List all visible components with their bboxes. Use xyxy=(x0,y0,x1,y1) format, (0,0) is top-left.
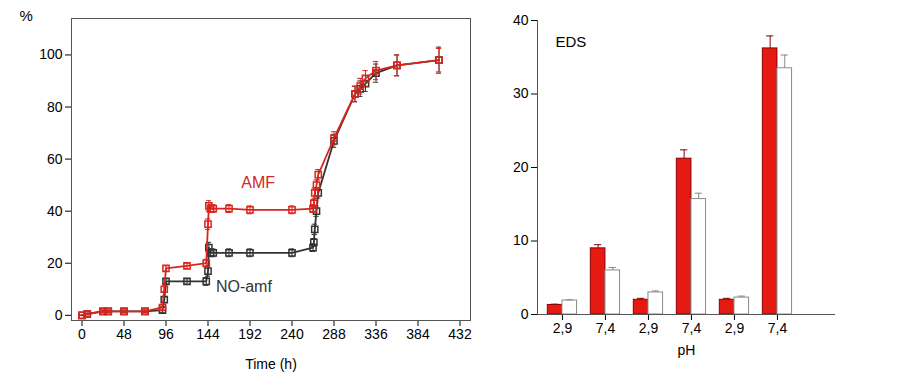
svg-text:96: 96 xyxy=(158,326,174,342)
svg-text:336: 336 xyxy=(364,326,388,342)
svg-text:EDS: EDS xyxy=(556,33,587,50)
svg-text:60: 60 xyxy=(47,151,63,167)
svg-text:2,9: 2,9 xyxy=(725,320,745,336)
svg-text:80: 80 xyxy=(47,98,63,114)
svg-text:288: 288 xyxy=(322,326,346,342)
svg-text:40: 40 xyxy=(47,203,63,219)
svg-text:AMF: AMF xyxy=(241,174,275,191)
svg-text:48: 48 xyxy=(116,326,132,342)
svg-text:240: 240 xyxy=(280,326,304,342)
svg-text:0: 0 xyxy=(521,306,529,322)
svg-text:7,4: 7,4 xyxy=(768,320,788,336)
svg-text:pH: pH xyxy=(678,342,696,358)
svg-text:%: % xyxy=(20,7,33,24)
svg-text:0: 0 xyxy=(78,326,86,342)
svg-text:20: 20 xyxy=(47,255,63,271)
svg-text:10: 10 xyxy=(513,232,529,248)
svg-text:192: 192 xyxy=(238,326,262,342)
svg-text:384: 384 xyxy=(406,326,430,342)
svg-text:7,4: 7,4 xyxy=(596,320,616,336)
svg-text:30: 30 xyxy=(513,85,529,101)
svg-text:Time (h): Time (h) xyxy=(245,356,297,372)
svg-text:100: 100 xyxy=(39,46,63,62)
svg-text:144: 144 xyxy=(196,326,220,342)
svg-text:NO-amf: NO-amf xyxy=(216,278,273,295)
svg-text:2,9: 2,9 xyxy=(553,320,573,336)
svg-text:7,4: 7,4 xyxy=(682,320,702,336)
svg-text:0: 0 xyxy=(55,307,63,323)
svg-text:2,9: 2,9 xyxy=(639,320,659,336)
svg-text:432: 432 xyxy=(448,326,472,342)
svg-text:40: 40 xyxy=(513,12,529,28)
svg-text:20: 20 xyxy=(513,159,529,175)
